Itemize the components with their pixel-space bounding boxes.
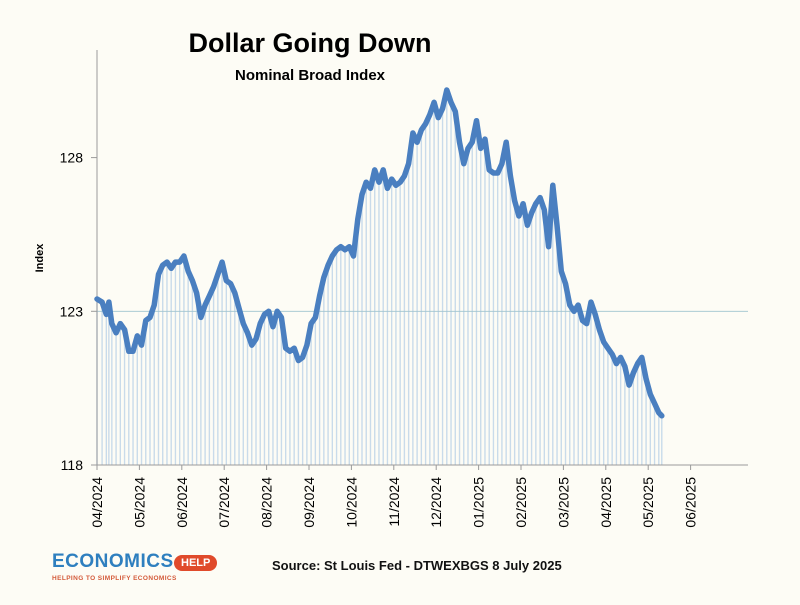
- x-tick-label: 03/2025: [555, 477, 571, 528]
- y-tick-label: 123: [60, 303, 84, 319]
- x-tick-label: 06/2024: [174, 477, 190, 528]
- x-tick-label: 05/2024: [131, 477, 147, 528]
- x-tick-label: 11/2024: [386, 477, 402, 527]
- y-tick-label: 118: [61, 457, 84, 473]
- source-note: Source: St Louis Fed - DTWEXBGS 8 July 2…: [272, 558, 562, 573]
- x-tick-label: 10/2024: [343, 477, 359, 528]
- x-tick-label: 05/2025: [640, 477, 656, 528]
- x-tick-label: 12/2024: [428, 477, 444, 528]
- x-tick-label: 06/2025: [683, 477, 699, 528]
- x-axis-ticks: 04/2024 05/2024 06/2024 07/2024 08/2024 09/20…: [89, 465, 699, 528]
- x-tick-label: 08/2024: [259, 477, 275, 528]
- y-axis-label: Index: [34, 243, 46, 273]
- x-tick-label: 04/2025: [598, 477, 614, 528]
- economics-help-logo: ECONOMICS HELP HELPING TO SIMPLIFY ECONO…: [52, 551, 218, 591]
- y-tick-label: 128: [60, 150, 84, 166]
- y-axis-ticks: 118 123 128: [60, 150, 97, 473]
- logo-help-badge: HELP: [174, 555, 218, 571]
- x-tick-label: 02/2025: [513, 477, 529, 528]
- x-tick-label: 09/2024: [301, 477, 317, 528]
- logo-tagline: HELPING TO SIMPLIFY ECONOMICS: [52, 575, 177, 582]
- x-tick-label: 04/2024: [89, 477, 105, 528]
- area-fill-bars: [96, 91, 663, 465]
- x-tick-label: 07/2024: [216, 477, 232, 528]
- logo-wordmark: ECONOMICS: [52, 551, 174, 572]
- x-tick-label: 01/2025: [471, 477, 487, 528]
- chart-title: Dollar Going Down: [188, 28, 432, 58]
- series-line: [94, 87, 665, 419]
- chart-subtitle: Nominal Broad Index: [234, 67, 386, 84]
